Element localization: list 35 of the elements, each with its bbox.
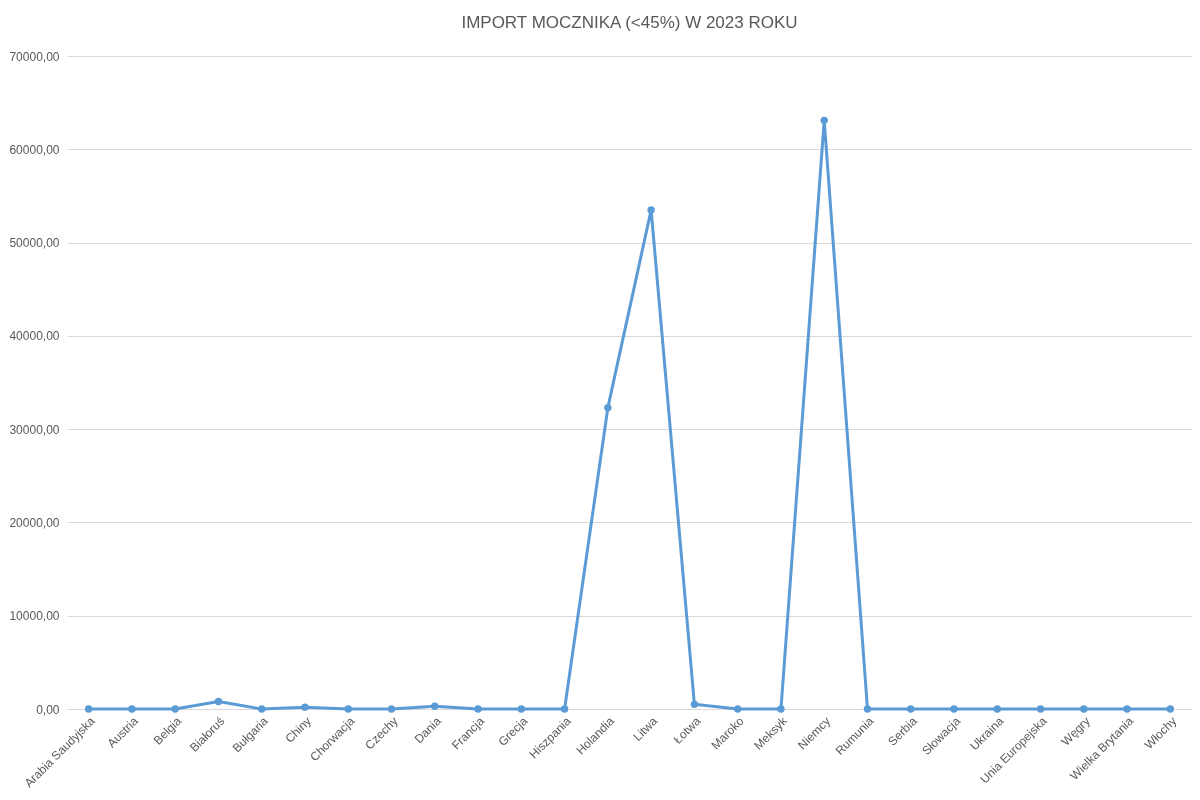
- point: [84, 705, 93, 713]
- point: [517, 705, 526, 713]
- point: [171, 705, 179, 713]
- point: [258, 705, 266, 713]
- point: [301, 703, 309, 711]
- y-tick-label: 20000,00: [9, 515, 60, 530]
- point: [431, 702, 439, 710]
- point: [1036, 705, 1045, 713]
- point: [1080, 705, 1088, 713]
- y-tick-label: 0,00: [36, 702, 60, 717]
- point: [214, 697, 223, 706]
- point: [1166, 705, 1175, 713]
- point: [777, 705, 785, 713]
- point: [733, 705, 742, 713]
- point: [907, 705, 915, 713]
- point: [1123, 705, 1131, 713]
- point: [560, 705, 569, 713]
- y-tick-label: 60000,00: [9, 142, 60, 157]
- point: [128, 705, 136, 713]
- point: [863, 705, 872, 713]
- y-tick-label: 10000,00: [9, 609, 60, 624]
- y-tick-label: 30000,00: [9, 422, 60, 437]
- point: [604, 403, 612, 412]
- point: [387, 705, 396, 713]
- point: [344, 705, 352, 713]
- y-tick-label: 70000,00: [9, 49, 60, 64]
- y-tick-label: 50000,00: [9, 236, 60, 251]
- y-tick-label: 40000,00: [9, 329, 60, 344]
- chart-title: IMPORT MOCZNIKA (<45%) W 2023 ROKU: [461, 13, 798, 32]
- point: [647, 206, 655, 214]
- point: [690, 700, 699, 709]
- point: [993, 705, 1001, 713]
- point: [474, 705, 482, 713]
- point: [950, 705, 958, 713]
- point: [820, 116, 828, 125]
